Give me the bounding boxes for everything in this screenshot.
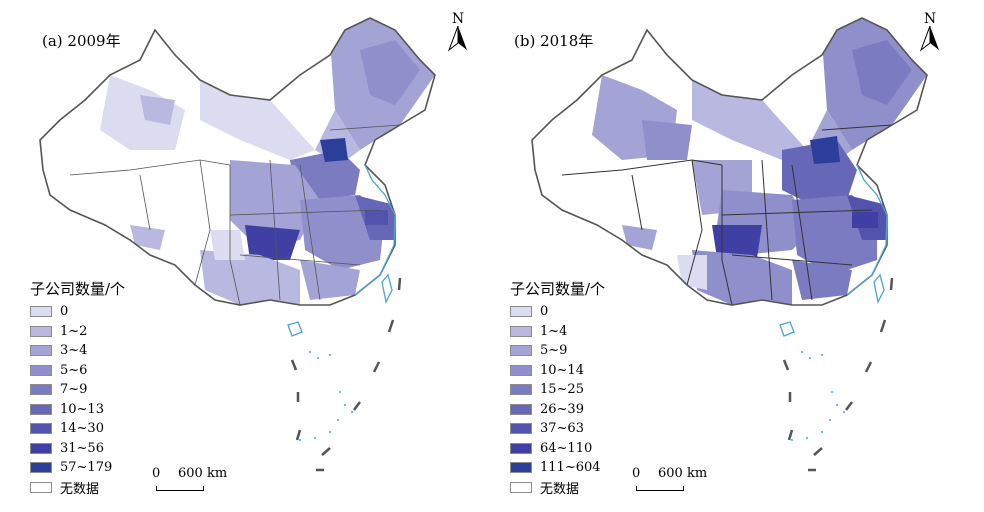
scale-zero: 0 [152,466,161,481]
scale-bar-line [636,486,684,491]
map-panel-2009: (a) 2009年 N 子公司数量/个 0 1~2 3~4 5~6 7~9 10… [30,12,470,497]
legend-swatch [30,462,52,474]
legend-swatch [30,384,52,396]
map-panel-2018: (b) 2018年 N 子公司数量/个 0 1~4 5~9 10~14 15~2… [492,0,984,512]
legend-swatch [30,403,52,415]
legend-swatch [510,306,532,318]
north-arrow: N [446,12,470,56]
scale-zero: 0 [632,466,641,481]
legend-item: 3~4 [30,341,125,361]
legend-title: 子公司数量/个 [510,280,606,298]
scale-distance: 600 km [658,466,708,481]
legend-item: 1~4 [510,322,605,342]
north-arrow: N [918,12,942,56]
scale-bar-line [156,486,204,491]
legend-item: 26~39 [510,400,605,420]
legend-swatch [510,345,532,357]
legend-swatch [30,481,52,493]
legend-item: 15~25 [510,380,605,400]
province-borders [69,124,401,306]
north-label: N [451,11,465,27]
coastline [779,164,888,337]
legend-swatch [30,345,52,357]
legend-swatch [30,306,52,318]
legend-swatch [30,423,52,435]
legend-swatch [30,325,52,337]
china-map-2018 [531,17,928,472]
north-arrow-icon [447,25,467,52]
legend-item: 57~179 [30,458,125,478]
legend-swatch [510,364,532,376]
legend-item: 10~14 [510,361,605,381]
legend-item: 5~6 [30,361,125,381]
legend-item-no-data: 无数据 [510,478,605,498]
legend-item: 14~30 [30,419,125,439]
legend-item: 10~13 [30,400,125,420]
legend-item: 0 [30,302,125,322]
legend-item-no-data: 无数据 [30,478,125,498]
coastline [287,164,396,337]
legend-swatch [510,442,532,454]
legend-swatch [30,364,52,376]
china-map-2009 [39,17,436,472]
legend-swatch [510,462,532,474]
legend-item: 37~63 [510,419,605,439]
south-sea-islands [299,351,353,471]
legend-title: 子公司数量/个 [30,280,126,298]
scale-distance: 600 km [178,466,228,481]
legend-item: 0 [510,302,605,322]
panel-title: (a) 2009年 [42,32,121,50]
nine-dash-line [782,277,894,472]
nine-dash-line [290,277,402,472]
north-arrow-icon [919,25,939,52]
province-borders [561,124,893,306]
legend: 子公司数量/个 0 1~2 3~4 5~6 7~9 10~13 14~30 31… [30,278,125,497]
panel-title: (b) 2018年 [514,32,594,50]
legend-swatch [30,442,52,454]
legend: 子公司数量/个 0 1~4 5~9 10~14 15~25 26~39 37~6… [510,278,605,497]
legend-item: 31~56 [30,439,125,459]
legend-item: 111~604 [510,458,605,478]
legend-swatch [510,481,532,493]
legend-swatch [510,423,532,435]
legend-item: 7~9 [30,380,125,400]
north-label: N [923,11,937,27]
legend-item: 5~9 [510,341,605,361]
legend-item: 64~110 [510,439,605,459]
legend-swatch [510,384,532,396]
legend-swatch [510,403,532,415]
legend-item: 1~2 [30,322,125,342]
legend-swatch [510,325,532,337]
